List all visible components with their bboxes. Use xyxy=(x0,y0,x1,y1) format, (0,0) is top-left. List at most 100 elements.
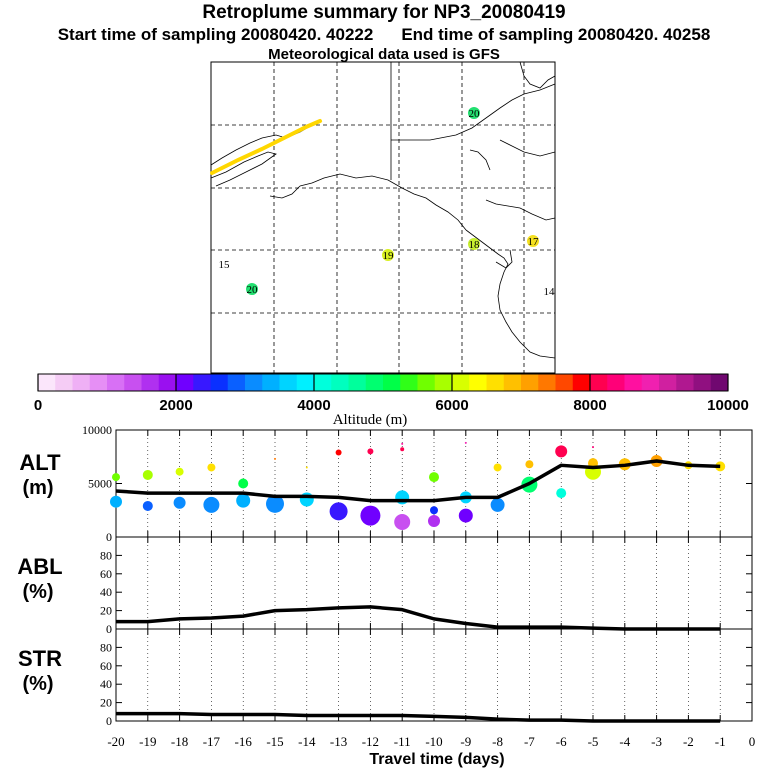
y-tick-label: 0 xyxy=(106,622,112,636)
colorbar-swatch xyxy=(38,374,56,391)
scatter-point xyxy=(429,472,439,483)
colorbar-swatch xyxy=(314,374,332,391)
scatter-point xyxy=(236,493,251,508)
scatter-point xyxy=(360,505,381,526)
y-tick-label: 10000 xyxy=(82,423,112,437)
colorbar-swatch xyxy=(227,374,246,391)
colorbar-swatch xyxy=(710,374,729,391)
x-axis-label: Travel time (days) xyxy=(369,751,504,768)
scatter-point xyxy=(274,457,276,460)
scatter-point xyxy=(266,494,284,513)
scatter-point xyxy=(556,488,567,499)
x-tick-label: -3 xyxy=(651,734,662,749)
colorbar-tick-label: 2000 xyxy=(159,397,192,414)
colorbar-swatch xyxy=(469,374,487,391)
map-day-marker xyxy=(527,235,539,247)
x-tick-label: -12 xyxy=(362,734,379,749)
series-line xyxy=(116,711,721,723)
colorbar-swatch xyxy=(607,374,625,391)
series-line xyxy=(116,605,721,631)
colorbar-tick-label: 10000 xyxy=(707,397,749,414)
scatter-point xyxy=(207,463,216,472)
colorbar-swatch xyxy=(365,374,384,391)
colorbar-swatch xyxy=(89,374,108,391)
scatter-point xyxy=(335,449,342,456)
x-tick-label: -20 xyxy=(107,734,124,749)
x-tick-label: -1 xyxy=(715,734,726,749)
colorbar-swatch xyxy=(383,374,401,391)
colorbar-swatch xyxy=(538,374,556,391)
scatter-point xyxy=(329,502,348,521)
colorbar-swatch xyxy=(141,374,160,391)
x-tick-label: -14 xyxy=(298,734,316,749)
scatter-point xyxy=(401,442,404,445)
map-day-label: 15 xyxy=(219,259,231,271)
x-tick-label: -11 xyxy=(394,734,411,749)
map-day-label: 20 xyxy=(247,284,259,296)
colorbar-swatch xyxy=(572,374,591,391)
colorbar-swatch xyxy=(693,374,712,391)
y-axis-label-line1: ABL xyxy=(17,554,62,579)
retroplume-map: 20 19 18 17 15 20 14 xyxy=(210,61,556,374)
y-tick-label: 20 xyxy=(100,604,112,618)
scatter-point xyxy=(493,463,502,472)
colorbar-swatch xyxy=(245,374,263,391)
scatter-point xyxy=(142,500,153,511)
scatter-point xyxy=(142,469,153,480)
colorbar-tick-label: 4000 xyxy=(297,397,330,414)
scatter-point xyxy=(464,441,467,444)
y-axis-label-line2: (m) xyxy=(22,477,53,499)
scatter-point xyxy=(555,445,568,458)
map-day-label: 17 xyxy=(528,236,540,248)
colorbar-title: Altitude (m) xyxy=(333,412,408,428)
y-tick-label: 0 xyxy=(106,714,112,728)
colorbar-swatch xyxy=(641,374,660,391)
x-tick-label: -15 xyxy=(266,734,283,749)
y-axis-label-line1: STR xyxy=(18,646,62,671)
panel-alt: 0 5000 10000 ALT(m) xyxy=(19,423,753,544)
map-day-marker xyxy=(246,283,258,295)
altitude-colorbar: 0 2000 4000 6000 8000 10000 Altitude (m) xyxy=(34,373,749,428)
colorbar-swatch xyxy=(503,374,522,391)
y-tick-label: 40 xyxy=(100,585,112,599)
scatter-point xyxy=(458,508,473,523)
colorbar-swatch xyxy=(434,374,453,391)
colorbar-swatch xyxy=(176,374,194,391)
colorbar-swatch xyxy=(107,374,125,391)
y-tick-label: 40 xyxy=(100,677,112,691)
end-time-label: End time of sampling 20080420. 40258 xyxy=(401,25,711,44)
colorbar-swatch xyxy=(400,374,418,391)
colorbar-swatch xyxy=(624,374,643,391)
scatter-point xyxy=(112,473,120,482)
x-tick-label: -7 xyxy=(524,734,535,749)
x-tick-label: -17 xyxy=(203,734,221,749)
map-frame xyxy=(210,61,556,374)
panel-abl: 0 20 40 60 80 ABL(%) xyxy=(17,536,753,636)
colorbar-swatch xyxy=(486,374,505,391)
y-tick-label: 60 xyxy=(100,659,112,673)
scatter-point xyxy=(592,446,594,449)
x-tick-label: -19 xyxy=(139,734,156,749)
colorbar-swatch xyxy=(348,374,367,391)
x-tick-label: -9 xyxy=(460,734,471,749)
x-tick-label: -2 xyxy=(683,734,694,749)
x-tick-label: -18 xyxy=(171,734,188,749)
map-day-label: 18 xyxy=(469,239,481,251)
x-tick-label: -4 xyxy=(619,734,630,749)
map-day-marker xyxy=(468,107,480,119)
scatter-point xyxy=(490,497,505,512)
colorbar-tick-label: 0 xyxy=(34,397,42,414)
met-data-label: Meteorological data used is GFS xyxy=(268,46,500,63)
y-tick-label: 80 xyxy=(100,640,112,654)
colorbar-swatch xyxy=(521,374,539,391)
y-tick-label: 80 xyxy=(100,548,112,562)
timeseries-panels: 0500010000ALT(m)020406080ABL(%)020406080… xyxy=(17,423,755,768)
panel-frame xyxy=(115,536,753,630)
scatter-point xyxy=(203,496,220,513)
sampling-time-line: Start time of sampling 20080420. 40222 En… xyxy=(0,25,768,45)
scatter-point xyxy=(173,496,186,509)
x-tick-label: -16 xyxy=(235,734,253,749)
x-axis: -20 -19 -18 -17 -16 -15 -14 -13 -12 -11 -10 -9 -8 -7-… xyxy=(107,734,755,768)
scatter-point xyxy=(305,466,308,469)
